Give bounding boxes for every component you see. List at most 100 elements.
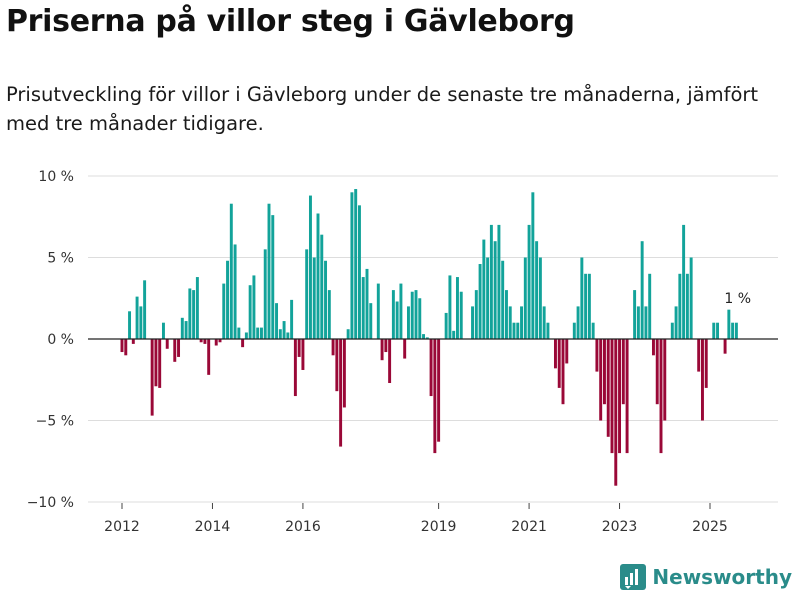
bar <box>493 241 497 339</box>
bar <box>327 290 331 339</box>
y-tick-label: −5 % <box>36 414 74 430</box>
bar <box>425 337 429 339</box>
bar <box>229 203 233 339</box>
bar <box>233 244 237 339</box>
bar <box>444 312 448 339</box>
bar <box>354 189 358 339</box>
bar <box>173 339 177 362</box>
bar <box>621 339 625 405</box>
bar <box>324 260 328 339</box>
bar <box>455 277 459 339</box>
bar <box>259 327 263 339</box>
bar <box>659 339 663 454</box>
bar <box>580 257 584 339</box>
bar <box>610 339 614 454</box>
bar <box>256 327 260 339</box>
bar <box>538 257 542 339</box>
y-tick-label: −10 % <box>27 495 74 511</box>
bar <box>301 339 305 370</box>
bar <box>342 339 346 408</box>
bar <box>734 322 738 339</box>
bar <box>293 339 297 397</box>
bar <box>267 203 271 339</box>
bar <box>161 322 165 339</box>
x-tick-label: 2025 <box>692 519 728 535</box>
bar <box>331 339 335 356</box>
bar <box>308 195 312 339</box>
bar <box>388 339 392 384</box>
bar <box>410 291 414 339</box>
bar <box>361 277 365 339</box>
bar <box>335 339 339 392</box>
y-tick-label: 10 % <box>38 169 74 185</box>
bar <box>177 339 181 357</box>
bar <box>471 306 475 339</box>
bar <box>516 322 520 339</box>
bar <box>531 192 535 339</box>
bar <box>704 339 708 388</box>
bar <box>685 273 689 339</box>
bar <box>618 339 622 454</box>
bar <box>546 322 550 339</box>
bar <box>572 322 576 339</box>
bar <box>320 234 324 339</box>
bar <box>727 309 731 339</box>
bar <box>670 322 674 339</box>
bar <box>557 339 561 388</box>
bar <box>226 260 230 339</box>
bar <box>192 290 196 339</box>
bar <box>478 264 482 339</box>
bar <box>497 224 501 339</box>
bar <box>682 224 686 339</box>
bar <box>595 339 599 372</box>
bar <box>584 273 588 339</box>
bar <box>150 339 154 416</box>
bar <box>452 330 456 339</box>
bar <box>591 322 595 339</box>
bar <box>542 306 546 339</box>
bar <box>214 339 218 346</box>
bar <box>644 306 648 339</box>
bar <box>346 329 350 339</box>
bar <box>602 339 606 405</box>
bar <box>459 291 463 339</box>
bar <box>384 339 388 353</box>
bar <box>663 339 667 421</box>
y-tick-label: 5 % <box>47 251 74 267</box>
bar-chart-logo-icon <box>620 564 647 590</box>
bar <box>723 339 727 354</box>
bar <box>199 339 203 343</box>
bar <box>636 306 640 339</box>
bar <box>188 288 192 339</box>
bar <box>297 339 301 357</box>
bar <box>376 283 380 339</box>
bar <box>399 283 403 339</box>
bar <box>165 339 169 349</box>
brand-name: Newsworthy <box>652 565 792 589</box>
bar <box>625 339 629 454</box>
bar <box>391 290 395 339</box>
bar <box>437 339 441 442</box>
bar <box>207 339 211 375</box>
bar <box>124 339 128 356</box>
bar <box>244 332 248 339</box>
bar <box>203 339 207 344</box>
bar <box>422 334 426 339</box>
bar <box>697 339 701 372</box>
bar <box>587 273 591 339</box>
bar <box>523 257 527 339</box>
bar <box>489 224 493 339</box>
bar <box>527 224 531 339</box>
bar <box>508 306 512 339</box>
bar <box>614 339 618 486</box>
bar <box>486 257 490 339</box>
bar <box>395 301 399 339</box>
bar <box>286 332 290 339</box>
bar <box>433 339 437 454</box>
bar <box>674 306 678 339</box>
bar <box>576 306 580 339</box>
bar <box>290 299 294 339</box>
newsworthy-logo: Newsworthy <box>620 564 792 590</box>
bar <box>606 339 610 437</box>
